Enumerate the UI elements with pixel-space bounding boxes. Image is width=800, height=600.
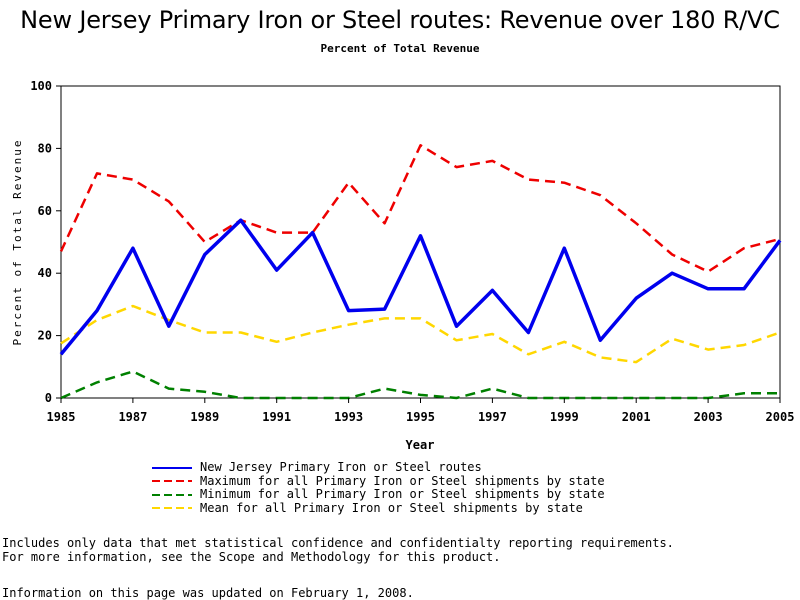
x-tick-label: 1999 [550, 410, 579, 424]
y-tick-label: 40 [38, 266, 52, 280]
legend-label: New Jersey Primary Iron or Steel routes [200, 460, 482, 474]
update-notice: Information on this page was updated on … [2, 586, 414, 600]
series-line-2 [60, 370, 780, 400]
legend-item: Maximum for all Primary Iron or Steel sh… [152, 473, 605, 489]
legend-item: Mean for all Primary Iron or Steel shipm… [152, 500, 605, 516]
x-tick-label: 1991 [262, 410, 291, 424]
x-tick-label: 2001 [622, 410, 651, 424]
x-tick-label: 1987 [118, 410, 147, 424]
chart-legend: New Jersey Primary Iron or Steel routes … [152, 460, 605, 516]
y-tick-label: 20 [38, 329, 52, 343]
x-tick-label: 1997 [478, 410, 507, 424]
x-tick-label: 1989 [190, 410, 219, 424]
legend-label: Mean for all Primary Iron or Steel shipm… [200, 500, 583, 515]
legend-swatch-dashed-red [152, 480, 192, 483]
y-axis-label: Percent of Total Revenue [11, 139, 24, 346]
chart-title: New Jersey Primary Iron or Steel routes:… [20, 6, 780, 34]
chart-subtitle: Percent of Total Revenue [320, 42, 480, 55]
y-tick-label: 0 [45, 391, 52, 405]
x-tick-label: 1985 [47, 410, 76, 424]
legend-label: Maximum for all Primary Iron or Steel sh… [200, 473, 605, 488]
y-tick-label: 100 [30, 79, 52, 93]
line-chart: 1985 1987 1989 1991 1993 1995 1997 1999 2001 2003… [11, 79, 795, 452]
footnote-confidence: Includes only data that met statistical … [2, 536, 674, 550]
x-tick-label: 2003 [694, 410, 723, 424]
x-tick-label: 2005 [766, 410, 795, 424]
legend-swatch-solid-blue [152, 466, 192, 469]
legend-swatch-dashed-green [152, 493, 192, 496]
legend-label: Minimum for all Primary Iron or Steel sh… [200, 487, 605, 501]
y-tick-label: 60 [38, 204, 52, 218]
x-tick-label: 1993 [334, 410, 363, 424]
x-axis-label: Year [406, 438, 435, 452]
series-line-0 [59, 218, 782, 356]
legend-item: Minimum for all Primary Iron or Steel sh… [152, 487, 605, 502]
footnote-methodology: For more information, see the Scope and … [2, 550, 501, 564]
y-tick-label: 80 [38, 141, 52, 155]
x-tick-label: 1995 [406, 410, 435, 424]
legend-swatch-dashed-gold [152, 507, 192, 510]
plot-area [60, 85, 781, 399]
series-line-3 [60, 304, 781, 364]
series-line-1 [59, 144, 781, 273]
footnotes: Includes only data that met statistical … [2, 536, 674, 564]
legend-item: New Jersey Primary Iron or Steel routes [152, 460, 605, 475]
